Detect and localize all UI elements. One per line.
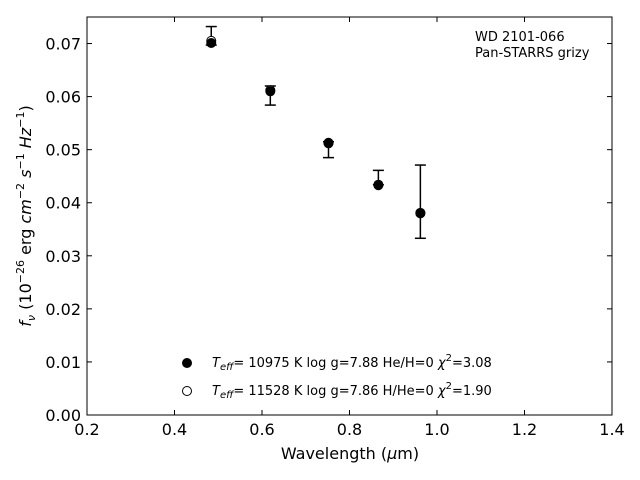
x-tick-label: 1.4 <box>599 420 624 439</box>
y-axis-label: fν (10−26 erg cm−2 s−1 Hz−1) <box>14 105 38 326</box>
legend-2-eff: eff <box>220 390 235 401</box>
target-annotation: WD 2101-066 Pan-STARRS grizy <box>475 30 590 61</box>
x-tick-label: 0.6 <box>249 420 274 439</box>
legend-1-eff: eff <box>220 362 235 373</box>
legend-2-value: =1.90 <box>452 384 492 399</box>
legend-1-value: =3.08 <box>452 356 492 371</box>
x-tick-label: 0.2 <box>74 420 99 439</box>
filled-model-point <box>373 180 384 191</box>
annotation-line-2: Pan-STARRS grizy <box>475 46 590 61</box>
legend-2-params: = 11528 K log g=7.86 H/He=0 <box>233 384 438 399</box>
legend-2-t: T <box>212 384 221 399</box>
legend-label-1: Teff= 10975 K log g=7.88 He/H=0 χ2=3.08 <box>212 353 492 373</box>
legend-2-sup: 2 <box>446 381 452 392</box>
legend-1-params: = 10975 K log g=7.88 He/H=0 <box>233 356 438 371</box>
y-tick-label: 0.06 <box>45 88 81 107</box>
legend-1-sup: 2 <box>446 353 452 364</box>
legend-1-t: T <box>212 356 221 371</box>
y-tick-label: 0.07 <box>45 35 81 54</box>
legend-marker-filled <box>182 358 192 368</box>
legend-2-chi: χ <box>437 384 447 399</box>
legend-1-chi: χ <box>437 356 447 371</box>
filled-model-point <box>265 86 276 97</box>
points-layer <box>206 35 426 219</box>
x-tick-label: 1.2 <box>512 420 537 439</box>
filled-model-point <box>415 207 426 218</box>
filled-model-point <box>323 138 334 149</box>
legend-marker-open <box>182 386 192 396</box>
ticks-layer: 0.2 0.4 0.6 0.8 1.0 1.2 1.4 0.00 0.01 0.02 0.03 0.0… <box>45 17 625 439</box>
y-tick-label: 0.00 <box>45 406 81 425</box>
legend-label-2: Teff= 11528 K log g=7.86 H/He=0 χ2=1.90 <box>212 381 492 401</box>
x-tick-label: 0.4 <box>162 420 187 439</box>
y-tick-label: 0.03 <box>45 247 81 266</box>
errorbars-layer <box>205 25 426 240</box>
x-tick-label: 1.0 <box>424 420 449 439</box>
y-tick-label: 0.01 <box>45 353 81 372</box>
y-tick-label: 0.02 <box>45 300 81 319</box>
filled-model-point <box>206 38 217 49</box>
annotation-line-1: WD 2101-066 <box>475 30 565 45</box>
y-tick-label: 0.04 <box>45 194 81 213</box>
y-tick-label: 0.05 <box>45 141 81 160</box>
legend: Teff= 10975 K log g=7.88 He/H=0 χ2=3.08 … <box>182 353 492 401</box>
x-axis-label: Wavelength (μm) <box>281 444 419 463</box>
x-tick-label: 0.8 <box>337 420 362 439</box>
